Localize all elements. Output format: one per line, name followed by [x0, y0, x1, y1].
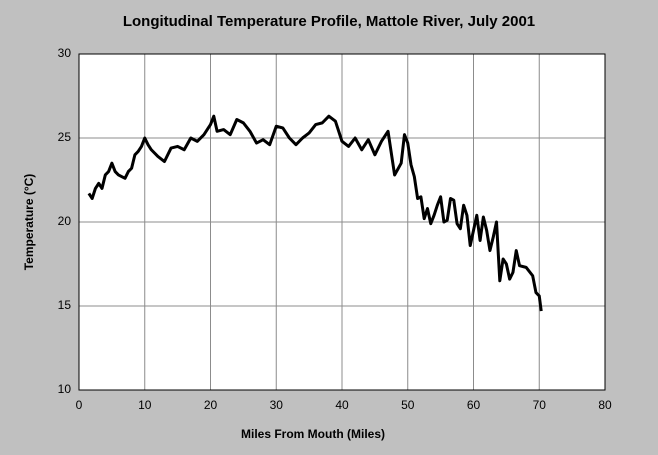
- x-tick-label: 40: [335, 398, 349, 412]
- x-tick-label: 30: [270, 398, 284, 412]
- x-tick-label: 20: [204, 398, 218, 412]
- chart-title: Longitudinal Temperature Profile, Mattol…: [123, 13, 535, 30]
- x-tick-label: 10: [138, 398, 152, 412]
- x-tick-label: 0: [76, 398, 83, 412]
- y-tick-label: 30: [58, 46, 72, 60]
- y-axis-label: Temperature (°C): [22, 174, 36, 271]
- plot-border: [78, 53, 606, 391]
- x-tick-label: 70: [533, 398, 547, 412]
- x-tick-label: 60: [467, 398, 481, 412]
- y-tick-label: 10: [58, 382, 72, 396]
- line-series: [87, 114, 543, 312]
- x-tick-label: 80: [598, 398, 612, 412]
- x-tick-label: 50: [401, 398, 415, 412]
- y-tick-label: 20: [58, 214, 72, 228]
- y-tick-label: 15: [58, 298, 72, 312]
- x-axis-label: Miles From Mouth (Miles): [241, 427, 385, 441]
- y-tick-label: 25: [58, 130, 72, 144]
